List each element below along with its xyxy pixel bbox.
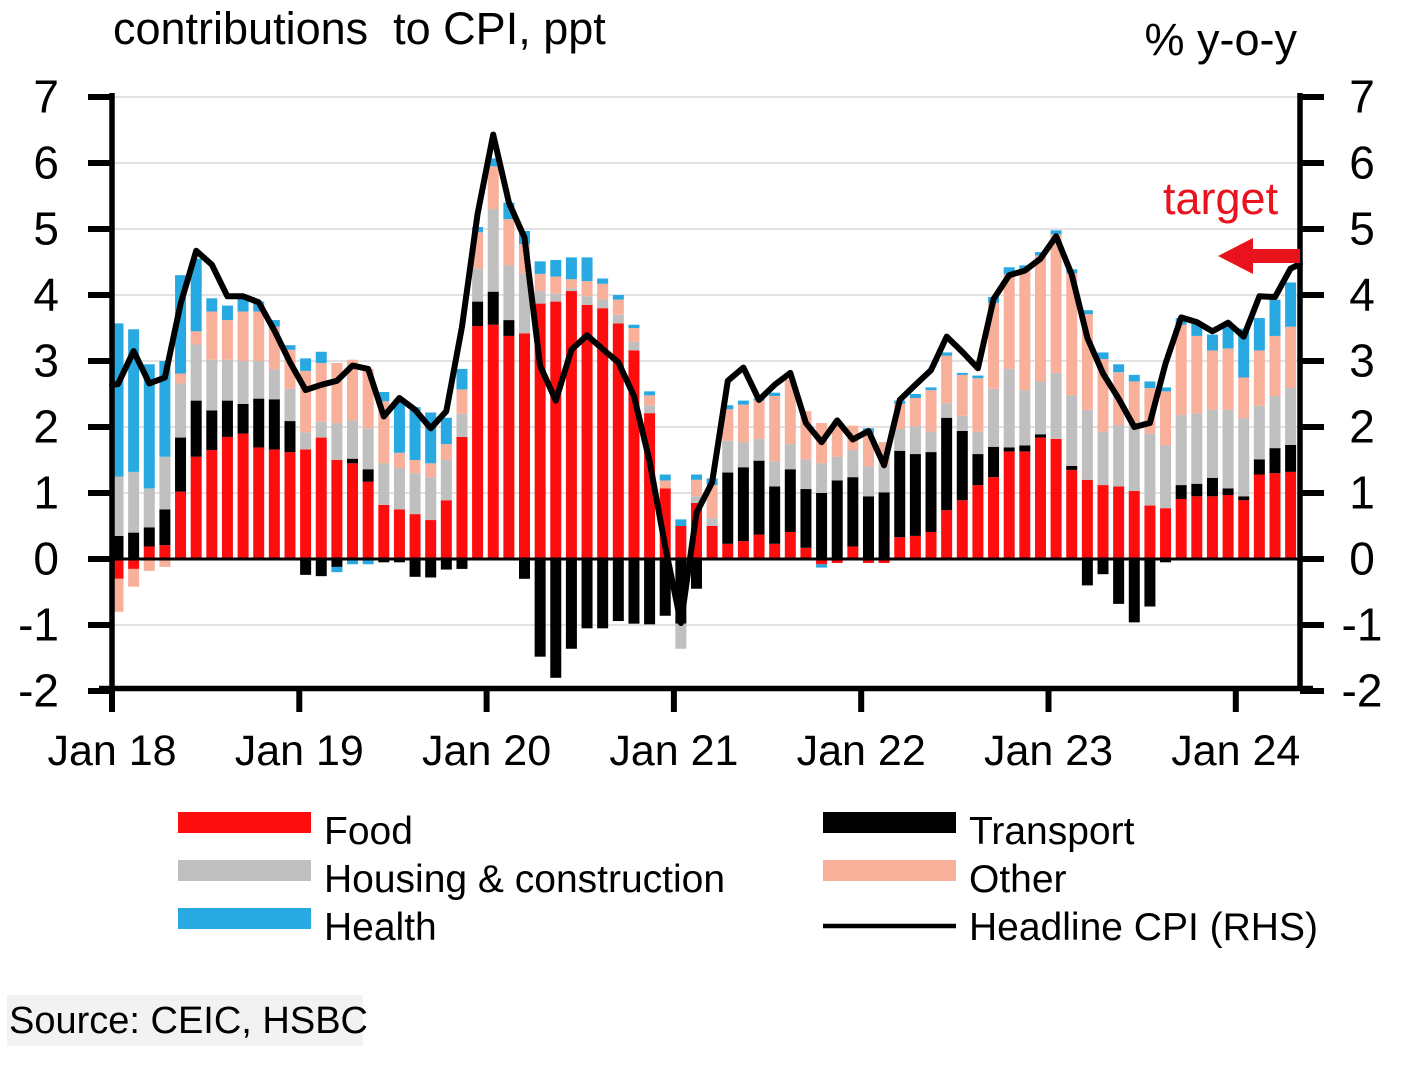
svg-text:1: 1: [1349, 467, 1375, 519]
svg-text:0: 0: [33, 533, 59, 585]
svg-text:Other: Other: [969, 858, 1067, 901]
svg-text:Food: Food: [324, 810, 413, 853]
svg-text:3: 3: [33, 335, 59, 387]
svg-text:7: 7: [1349, 71, 1375, 123]
svg-text:Jan 20: Jan 20: [422, 727, 551, 775]
svg-text:4: 4: [33, 269, 59, 321]
svg-text:-1: -1: [18, 599, 59, 651]
svg-text:6: 6: [1349, 137, 1375, 189]
svg-text:target: target: [1163, 173, 1279, 224]
svg-text:2: 2: [1349, 401, 1375, 453]
svg-text:0: 0: [1349, 533, 1375, 585]
svg-text:-2: -2: [1342, 665, 1383, 717]
svg-text:% y-o-y: % y-o-y: [1144, 14, 1297, 65]
svg-text:Transport: Transport: [969, 810, 1135, 853]
svg-text:4: 4: [1349, 269, 1375, 321]
svg-text:Jan 24: Jan 24: [1171, 727, 1300, 775]
svg-text:3: 3: [1349, 335, 1375, 387]
svg-text:Jan 21: Jan 21: [609, 727, 738, 775]
svg-text:Jan 19: Jan 19: [235, 727, 364, 775]
svg-text:Housing & construction: Housing & construction: [324, 858, 725, 901]
svg-text:Jan 23: Jan 23: [984, 727, 1113, 775]
svg-text:1: 1: [33, 467, 59, 519]
svg-text:5: 5: [33, 203, 59, 255]
svg-text:-1: -1: [1342, 599, 1383, 651]
svg-text:7: 7: [33, 71, 59, 123]
svg-text:6: 6: [33, 137, 59, 189]
svg-text:Headline CPI (RHS): Headline CPI (RHS): [969, 906, 1318, 949]
svg-text:2: 2: [33, 401, 59, 453]
svg-text:Source: CEIC, HSBC: Source: CEIC, HSBC: [9, 1000, 368, 1042]
svg-text:contributions to CPI, ppt: contributions to CPI, ppt: [113, 3, 606, 54]
svg-text:Jan 18: Jan 18: [47, 727, 176, 775]
svg-text:Jan 22: Jan 22: [797, 727, 926, 775]
svg-text:Health: Health: [324, 906, 437, 949]
svg-text:-2: -2: [18, 665, 59, 717]
svg-text:5: 5: [1349, 203, 1375, 255]
